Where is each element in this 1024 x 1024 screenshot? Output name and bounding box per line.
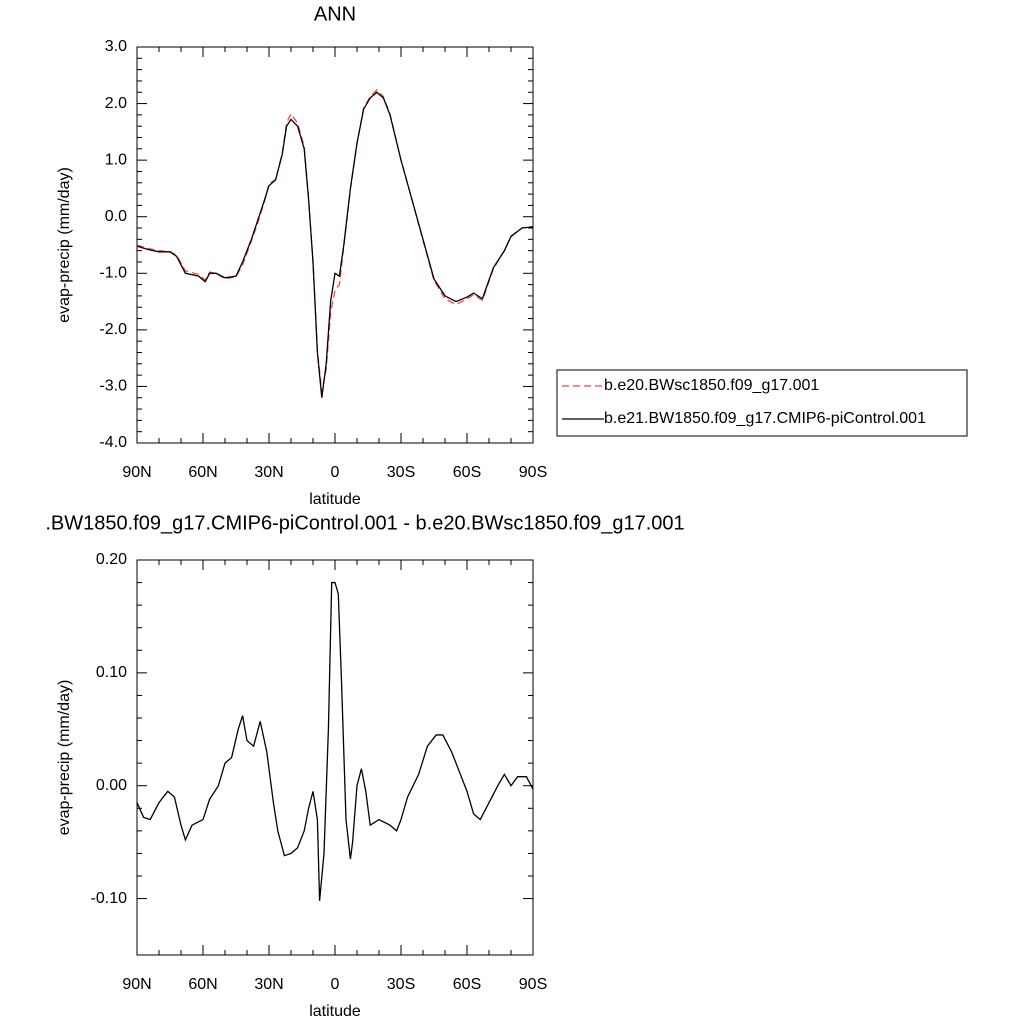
- y-axis-title: evap-precip (mm/day): [56, 680, 73, 836]
- y-tick-label: -0.10: [91, 890, 128, 907]
- x-tick-label: 60S: [453, 464, 481, 481]
- y-tick-label: -4.0: [99, 434, 127, 451]
- x-axis-title: latitude: [309, 1003, 361, 1020]
- y-tick-label: 2.0: [105, 95, 127, 112]
- x-tick-label: 0: [331, 976, 340, 993]
- x-tick-label: 90N: [122, 464, 151, 481]
- y-tick-label: 0.00: [96, 777, 127, 794]
- x-tick-label: 0: [331, 464, 340, 481]
- data-line: [136, 89, 534, 393]
- y-tick-label: 0.20: [96, 551, 127, 568]
- plot-frame: [136, 46, 534, 444]
- plot-frame: [136, 559, 534, 956]
- y-tick-label: 0.10: [96, 664, 127, 681]
- x-tick-label: 60N: [188, 464, 217, 481]
- y-tick-label: 0.0: [105, 208, 127, 225]
- x-tick-label: 90S: [519, 976, 547, 993]
- x-tick-label: 30S: [387, 976, 415, 993]
- y-axis-title: evap-precip (mm/day): [56, 167, 73, 323]
- x-axis-title: latitude: [309, 491, 361, 508]
- y-tick-label: -3.0: [99, 378, 127, 395]
- y-tick-label: 3.0: [105, 38, 127, 55]
- x-tick-label: 90N: [122, 976, 151, 993]
- y-tick-label: -2.0: [99, 321, 127, 338]
- legend-box: [556, 369, 968, 437]
- x-tick-label: 30S: [387, 464, 415, 481]
- chart-title: ANN: [314, 3, 356, 25]
- data-line: [136, 91, 534, 398]
- x-tick-label: 60S: [453, 976, 481, 993]
- x-tick-label: 90S: [519, 464, 547, 481]
- y-tick-label: -1.0: [99, 265, 127, 282]
- x-tick-label: 30N: [254, 464, 283, 481]
- y-tick-label: 1.0: [105, 151, 127, 168]
- chart-title: .BW1850.f09_g17.CMIP6-piControl.001 - b.…: [45, 512, 684, 534]
- x-tick-label: 30N: [254, 976, 283, 993]
- x-tick-label: 60N: [188, 976, 217, 993]
- data-line: [136, 581, 534, 901]
- legend-text: b.e20.BWsc1850.f09_g17.001: [604, 377, 819, 394]
- legend-text: b.e21.BW1850.f09_g17.CMIP6-piControl.001: [604, 410, 926, 427]
